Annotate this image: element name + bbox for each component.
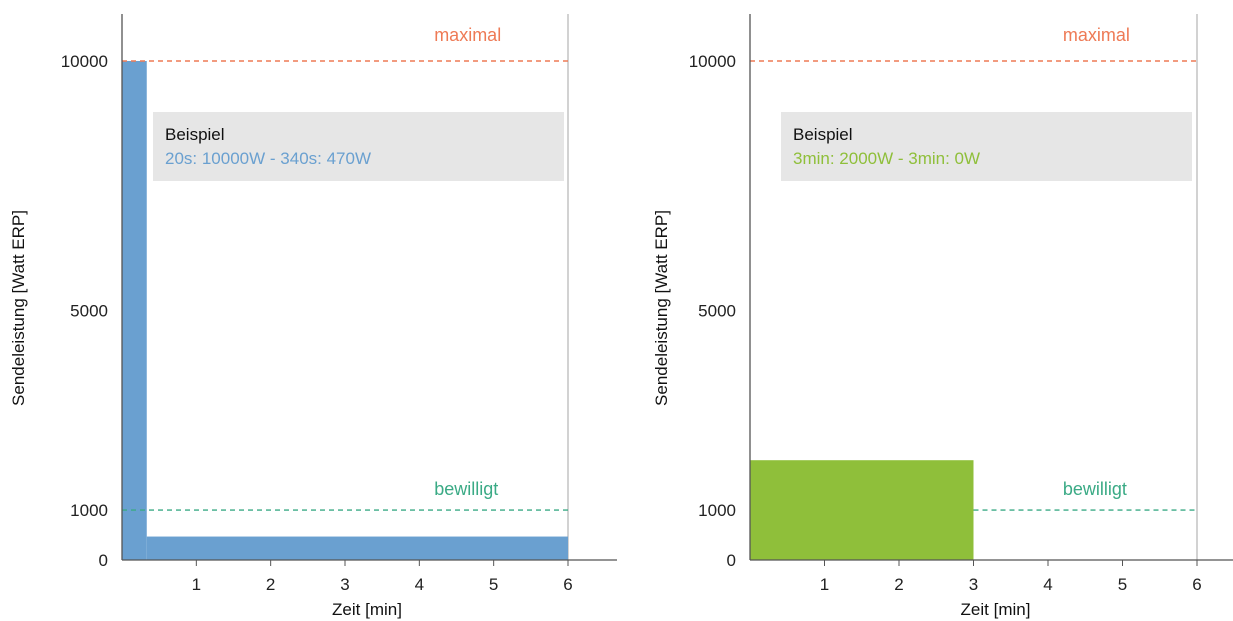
chart2-y-tick-label-5000: 5000 xyxy=(698,302,736,321)
chart2-x-tick-label-1: 1 xyxy=(820,575,829,594)
chart1-ref-label-bewilligt: bewilligt xyxy=(434,479,498,499)
chart1-x-tick-label-1: 1 xyxy=(192,575,201,594)
chart2-series-0-segment-0 xyxy=(750,460,974,560)
chart2-x-tick-label-4: 4 xyxy=(1043,575,1052,594)
chart1-y-tick-label-1000: 1000 xyxy=(70,501,108,520)
chart2-x-tick-label-3: 3 xyxy=(969,575,978,594)
chart1-y-axis-title: Sendeleistung [Watt ERP] xyxy=(9,210,28,406)
chart1-series-0-segment-0 xyxy=(122,61,147,560)
chart2-ref-label-bewilligt: bewilligt xyxy=(1063,479,1127,499)
chart2-annotation-box xyxy=(781,112,1192,181)
chart2-x-tick-label-5: 5 xyxy=(1118,575,1127,594)
chart1-y-tick-label-10000: 10000 xyxy=(61,52,108,71)
chart1-x-tick-label-3: 3 xyxy=(340,575,349,594)
chart1-y-tick-label-5000: 5000 xyxy=(70,302,108,321)
chart2-x-tick-label-6: 6 xyxy=(1192,575,1201,594)
chart2-y-axis-title: Sendeleistung [Watt ERP] xyxy=(652,210,671,406)
chart2-ref-label-maximal: maximal xyxy=(1063,25,1130,45)
chart2-annotation-text: 3min: 2000W - 3min: 0W xyxy=(793,149,980,168)
chart1-x-tick-label-2: 2 xyxy=(266,575,275,594)
chart2-y-tick-label-1000: 1000 xyxy=(698,501,736,520)
chart2-y-tick-label-0: 0 xyxy=(727,551,736,570)
chart1-x-tick-label-5: 5 xyxy=(489,575,498,594)
chart1-annotation-title: Beispiel xyxy=(165,125,225,144)
chart1-ref-label-maximal: maximal xyxy=(434,25,501,45)
chart1-annotation-text: 20s: 10000W - 340s: 470W xyxy=(165,149,371,168)
chart1-series-0-segment-1 xyxy=(146,536,569,560)
chart2-y-tick-label-10000: 10000 xyxy=(689,52,736,71)
chart2-x-axis-title: Zeit [min] xyxy=(961,600,1031,619)
chart1-x-tick-label-4: 4 xyxy=(415,575,424,594)
chart2-annotation-title: Beispiel xyxy=(793,125,853,144)
chart1-y-tick-label-0: 0 xyxy=(99,551,108,570)
chart1-annotation-box xyxy=(153,112,564,181)
chart1-x-tick-label-6: 6 xyxy=(563,575,572,594)
chart1-x-axis-title: Zeit [min] xyxy=(332,600,402,619)
chart2-x-tick-label-2: 2 xyxy=(894,575,903,594)
